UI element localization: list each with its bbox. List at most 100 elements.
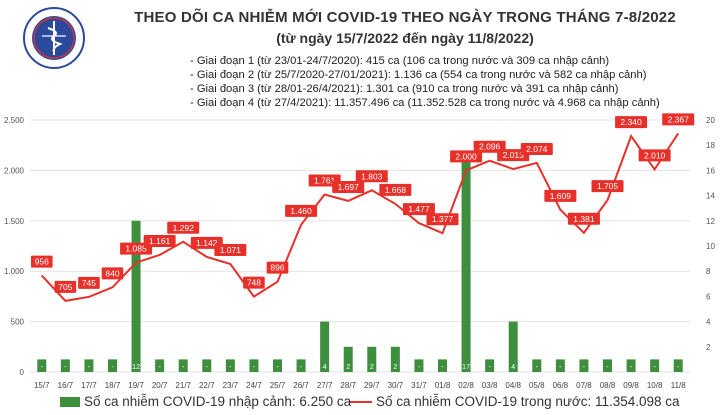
bar-value-label: - [182,364,185,371]
x-tick-label: 28/7 [340,381,356,390]
legend-line-swatch [350,401,372,404]
legend-bar-label: Số ca nhiễm COVID-19 nhập cảnh: 6.250 ca [84,394,352,409]
bar [249,359,259,372]
x-tick-label: 06/8 [553,381,569,390]
point-label-bg [167,221,200,234]
bar-value-label: - [229,364,232,371]
bar-value-label: 12 [132,364,140,371]
bar [650,359,660,372]
point-value-label: 2.013 [503,150,525,160]
bar-value-label: - [653,364,656,371]
point-value-label: 1.460 [290,206,312,216]
y-left-tick-label: 1.000 [4,267,25,276]
x-tick-label: 27/7 [317,381,333,390]
bar-series [37,157,683,372]
point-value-label: 1.377 [432,214,454,224]
bar [37,359,47,372]
bar [390,346,400,372]
bar [367,346,377,372]
y-right-tick-label: 10 [706,242,715,251]
point-value-label: 1.477 [408,204,430,214]
x-tick-label: 16/7 [58,381,74,390]
bar-value-label: - [488,364,491,371]
bar-value-label: 2 [393,364,397,371]
y-left-tick-label: 0 [20,368,25,377]
point-value-label: 1.609 [550,191,572,201]
bar-value-label: - [583,364,586,371]
bar [532,359,542,372]
point-value-label: 1.668 [385,185,407,195]
point-value-label: 1.803 [361,171,383,181]
x-tick-label: 26/7 [293,381,309,390]
point-value-label: 1.071 [220,245,242,255]
y-right-tick-label: 16 [706,166,715,175]
x-tick-label: 09/8 [623,381,639,390]
x-tick-label: 03/8 [482,381,498,390]
x-axis-labels: 15/7 16/7 17/7 18/7 19/7 20/7 21/7 22/7 23/7 24/7… [34,381,686,390]
point-value-label: 840 [105,268,119,278]
x-tick-label: 30/7 [388,381,404,390]
point-label-bg [591,180,624,193]
point-label-bg [30,255,53,268]
point-label-bg [54,280,77,293]
y-right-tick-label: 20 [706,116,715,125]
x-tick-label: 19/7 [128,381,144,390]
bar-value-label: - [418,364,421,371]
bar-value-label: - [606,364,609,371]
bar-value-label: 2 [370,364,374,371]
point-label-bg [615,116,648,129]
ministry-logo-icon [23,7,85,69]
point-value-label: 2.096 [479,142,501,152]
x-tick-label: 20/7 [152,381,168,390]
point-value-label: 748 [247,278,261,288]
bar [508,321,518,372]
bar [485,359,495,372]
point-label-bg [567,212,600,225]
y-right-tick-label: 18 [706,141,715,150]
bar [296,359,306,372]
point-value-label: 1.761 [314,175,336,185]
point-label-bg [662,113,695,126]
y-axis-right: 2 4 6 8 10 12 14 16 18 20 [706,116,715,352]
bar-value-label: 4 [323,364,327,371]
y-right-tick-label: 2 [706,343,711,352]
y-left-tick-label: 500 [11,318,25,327]
y-right-tick-label: 8 [706,267,711,276]
point-value-label: 1.381 [573,214,595,224]
y-right-tick-label: 12 [706,217,715,226]
bar-labels: - - - - 12 - - - - - - - 4 2 2 2 - - 17 - 4 - - - - - - - [41,364,680,371]
point-label-bg [426,213,459,226]
bar [320,321,330,372]
bar [414,359,424,372]
x-tick-label: 29/7 [364,381,380,390]
phase-note: - Giai đoạn 4 (từ 27/4/2021): 11.357.496… [190,97,660,109]
point-value-label: 2.340 [620,117,642,127]
bar-value-label: - [536,364,539,371]
point-value-label: 896 [270,263,284,273]
point-label-bg [520,142,553,155]
point-value-label: 745 [82,278,96,288]
bar-value-label: - [88,364,91,371]
legend-bar: Số ca nhiễm COVID-19 nhập cảnh: 6.250 ca [60,394,351,409]
point-value-label: 1.142 [196,238,218,248]
bar-value-label: 4 [511,364,515,371]
bar-value-label: - [630,364,633,371]
bar [555,359,565,372]
y-right-tick-label: 6 [706,292,711,301]
bar [273,359,282,372]
x-tick-label: 07/8 [576,381,592,390]
y-left-tick-label: 1.500 [4,217,25,226]
x-tick-label: 05/8 [529,381,545,390]
x-tick-label: 23/7 [223,381,239,390]
bar [673,359,683,372]
bar [202,359,212,372]
legend-line-label: Số ca nhiễm COVID-19 trong nước: 11.354.… [376,394,680,409]
bar [438,359,447,372]
legend-bar-swatch [60,397,80,408]
y-left-tick-label: 2.000 [4,166,25,175]
chart-title: THEO DÕI CA NHIỄM MỚI COVID-19 THEO NGÀY… [134,9,676,26]
bar-value-label: - [677,364,680,371]
point-value-label: 1.085 [125,244,147,254]
phase-note: - Giai đoạn 2 (từ 25/7/2020-27/01/2021):… [190,69,647,81]
bar-value-label: 17 [462,364,470,371]
